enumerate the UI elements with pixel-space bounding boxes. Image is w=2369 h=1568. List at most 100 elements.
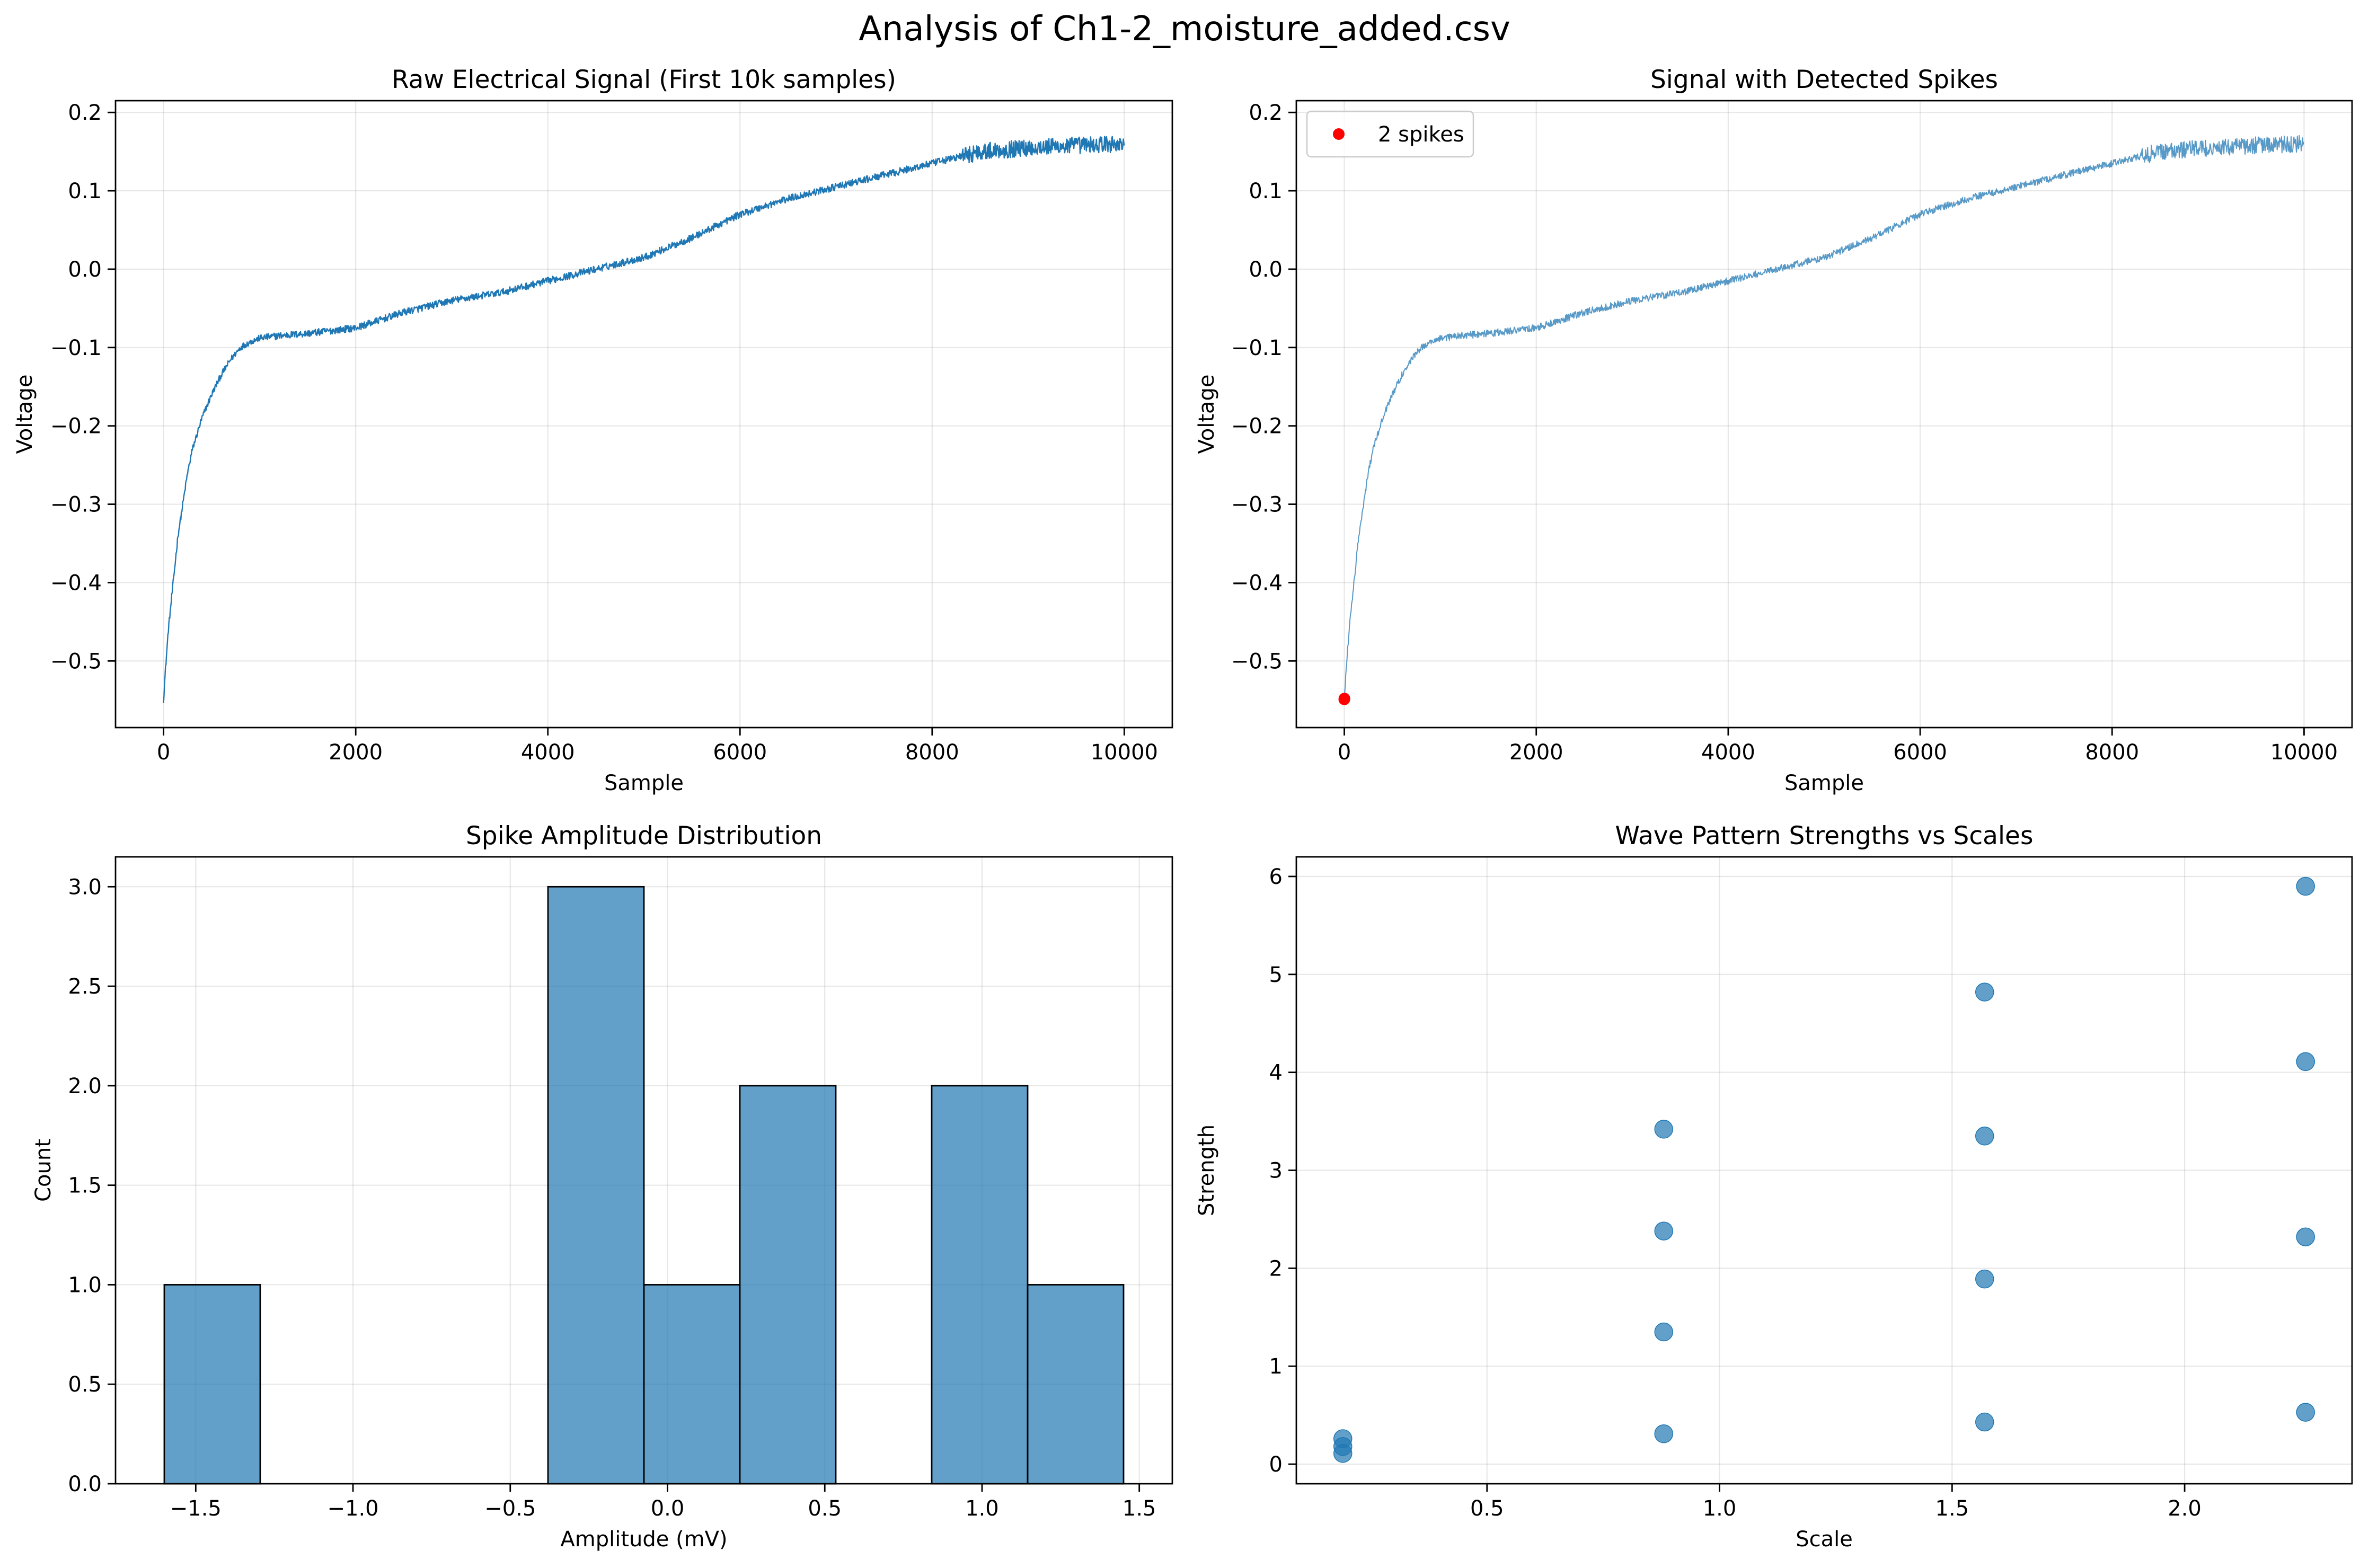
y-tick-label: 1.0: [68, 1273, 102, 1297]
x-tick-label: −0.5: [484, 1496, 536, 1521]
histogram-bar: [931, 1085, 1029, 1485]
gridlines: [1296, 857, 2352, 1484]
y-tick-label: −0.3: [50, 493, 102, 517]
signal-line: [163, 136, 1125, 703]
scatter-point: [1975, 1269, 1994, 1289]
subplot-title: Spike Amplitude Distribution: [466, 821, 822, 851]
x-tick-label: 2000: [329, 740, 383, 765]
y-tick-label: 2.0: [68, 1074, 102, 1099]
y-tick-label: 0.1: [1249, 179, 1283, 203]
y-axis-label: Voltage: [13, 374, 37, 454]
histogram-bar: [163, 1284, 261, 1485]
subplot-title: Wave Pattern Strengths vs Scales: [1615, 821, 2034, 851]
y-tick-label: −0.5: [50, 649, 102, 674]
x-axis-label: Sample: [1784, 771, 1864, 795]
y-tick-label: −0.2: [50, 414, 102, 439]
y-tick-label: 2: [1269, 1256, 1283, 1281]
histogram-bar: [739, 1085, 837, 1485]
figure-title: Analysis of Ch1-2_moisture_added.csv: [859, 10, 1510, 49]
y-tick-label: 0.0: [68, 258, 102, 282]
scatter-point: [1333, 1429, 1353, 1448]
y-tick-label: 0.2: [1249, 101, 1283, 125]
y-tick-label: 1.5: [68, 1174, 102, 1198]
axes-frame: [1295, 100, 2353, 729]
y-tick-label: −0.5: [1231, 649, 1283, 674]
y-axis-label: Strength: [1195, 1124, 1219, 1216]
subplot-4: 0.5 1.0 1.5 2.0 0 1 2 3 4 5 6 Wave Pattern Strength…: [1195, 821, 2353, 1552]
x-tick-label: 10000: [1091, 740, 1158, 765]
x-tick-label: 8000: [905, 740, 959, 765]
x-tick-label: 1.5: [1122, 1496, 1156, 1521]
x-tick-label: 6000: [713, 740, 767, 765]
histogram-bar: [1027, 1284, 1125, 1485]
x-axis-label: Scale: [1796, 1527, 1853, 1552]
legend-box: [1306, 110, 1474, 158]
scatter-point: [2296, 1403, 2315, 1422]
legend: 2 spikes: [1306, 110, 1474, 158]
subplot-1: 0 2000 4000 6000 8000 10000 −0.5 −0.4 −0.3 −0.2 −0…: [13, 65, 1173, 795]
y-tick-label: 0.0: [68, 1472, 102, 1496]
scatter-point: [2296, 876, 2315, 896]
x-tick-label: 0.5: [808, 1496, 842, 1521]
spike-point: [1338, 693, 1350, 705]
y-tick-label: 3.0: [68, 875, 102, 899]
x-tick-label: 10000: [2270, 740, 2338, 765]
subplot-title: Raw Electrical Signal (First 10k samples…: [392, 65, 896, 94]
scatter-point: [1975, 1412, 1994, 1432]
x-tick-label: 2000: [1509, 740, 1563, 765]
x-tick-label: 2.0: [2168, 1496, 2202, 1521]
legend-marker: [1333, 128, 1345, 140]
x-tick-label: 6000: [1893, 740, 1947, 765]
x-tick-label: 0.5: [1470, 1496, 1504, 1521]
gridlines: [1296, 101, 2352, 728]
x-tick-label: 4000: [521, 740, 575, 765]
y-tick-label: 0.5: [68, 1372, 102, 1397]
x-axis-label: Amplitude (mV): [560, 1527, 727, 1552]
axes-frame: [114, 856, 1173, 1485]
subplot-3: −1.5 −1.0 −0.5 0.0 0.5 1.0 1.5 0.0 0.5 1.0 1.5 2.0 2…: [31, 821, 1173, 1552]
y-tick-label: 1: [1269, 1354, 1283, 1379]
y-tick-label: 0.2: [68, 101, 102, 125]
y-tick-label: −0.2: [1231, 414, 1283, 439]
histogram-bar: [643, 1284, 741, 1485]
scatter-point: [2296, 1227, 2315, 1246]
scatter-point: [1654, 1424, 1674, 1443]
x-tick-label: 0: [1338, 740, 1351, 765]
signal-line: [1343, 135, 2304, 703]
x-tick-label: 8000: [2085, 740, 2139, 765]
y-tick-label: 4: [1269, 1061, 1283, 1085]
y-tick-label: −0.4: [1231, 571, 1283, 595]
y-tick-label: 3: [1269, 1159, 1283, 1183]
x-tick-label: 4000: [1701, 740, 1755, 765]
x-tick-label: 1.5: [1935, 1496, 1969, 1521]
y-tick-label: −0.1: [50, 336, 102, 360]
axes-frame: [114, 100, 1173, 729]
y-tick-label: 6: [1269, 865, 1283, 889]
scatter-point: [1975, 982, 1994, 1002]
y-tick-label: −0.1: [1231, 336, 1283, 360]
legend-label: 2 spikes: [1378, 122, 1464, 147]
subplot-title: Signal with Detected Spikes: [1650, 65, 1998, 94]
y-axis-label: Count: [31, 1139, 56, 1202]
scatter-point: [1654, 1221, 1674, 1241]
x-axis-label: Sample: [604, 771, 684, 795]
scatter-point: [1975, 1127, 1994, 1146]
x-tick-label: −1.0: [327, 1496, 378, 1521]
y-tick-label: 5: [1269, 963, 1283, 987]
x-tick-label: 0: [157, 740, 170, 765]
x-tick-label: 1.0: [965, 1496, 999, 1521]
y-axis-label: Voltage: [1195, 374, 1219, 454]
y-tick-label: 0: [1269, 1452, 1283, 1477]
histogram-bar: [547, 885, 645, 1485]
scatter-point: [2296, 1052, 2315, 1071]
subplot-2: 0 2000 4000 6000 8000 10000 −0.5 −0.4 −0.3 −0.2 −0…: [1195, 65, 2353, 795]
y-tick-label: −0.3: [1231, 493, 1283, 517]
y-tick-label: 2.5: [68, 975, 102, 999]
y-tick-label: −0.4: [50, 571, 102, 595]
y-tick-label: 0.0: [1249, 258, 1283, 282]
gridlines: [116, 101, 1172, 728]
x-tick-label: 1.0: [1703, 1496, 1737, 1521]
x-tick-label: −1.5: [170, 1496, 222, 1521]
